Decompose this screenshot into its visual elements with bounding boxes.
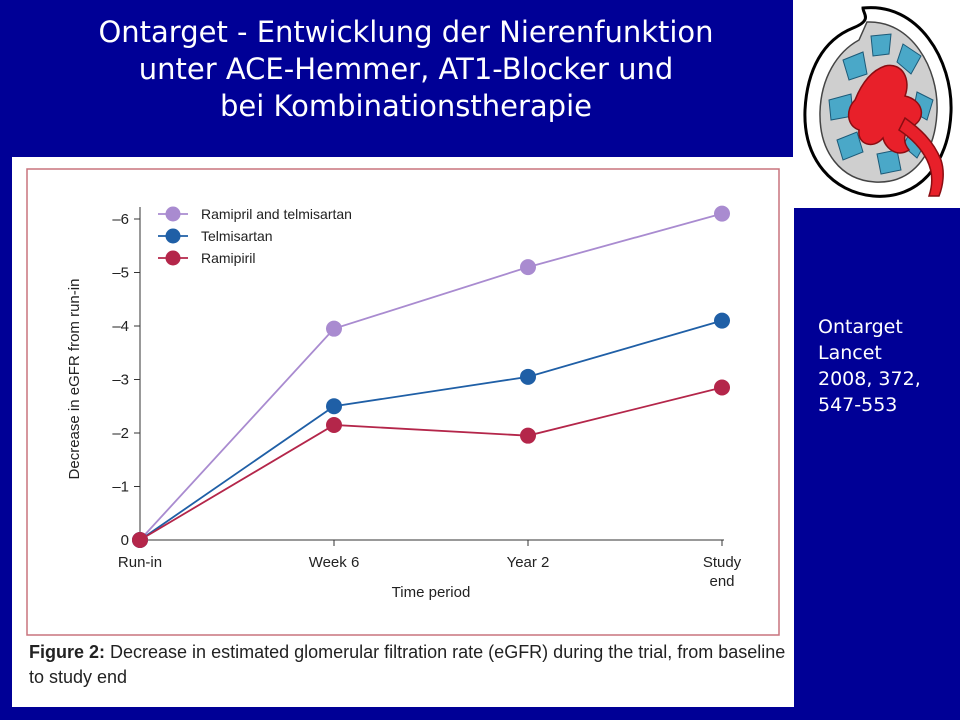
line-chart: 0 –1 –2 –3 –4 –5 –6 Run-in Week 6 Year 2 Study end… — [26, 168, 780, 636]
y-tick-label: –4 — [112, 318, 129, 335]
y-tick-label: –2 — [112, 425, 129, 442]
title-line-1: Ontarget - Entwicklung der Nierenfunktio… — [98, 15, 714, 49]
y-tick-label: –5 — [112, 265, 129, 282]
data-point — [520, 427, 536, 444]
slide-title: Ontarget - Entwicklung der Nierenfunktio… — [0, 14, 812, 125]
series-line — [139, 212, 723, 541]
figure-caption: Figure 2: Decrease in estimated glomerul… — [29, 640, 789, 690]
y-axis-title: Decrease in eGFR from run-in — [66, 279, 83, 480]
chart-frame — [26, 168, 780, 636]
x-tick-label: Run-in — [118, 554, 162, 571]
figure-panel: 0 –1 –2 –3 –4 –5 –6 Run-in Week 6 Year 2 Study end… — [12, 157, 794, 707]
data-point — [520, 368, 536, 385]
series-group — [132, 205, 730, 548]
data-point — [714, 379, 730, 396]
caption-text: Decrease in estimated glomerular filtrat… — [29, 642, 786, 687]
x-axis-title: Time period — [392, 584, 471, 601]
y-tick-label: –3 — [112, 372, 129, 389]
legend-label: Telmisartan — [201, 228, 273, 244]
citation-line-2: Lancet — [818, 342, 882, 364]
series-line — [139, 386, 723, 541]
citation-line-3: 2008, 372, — [818, 368, 921, 390]
x-tick-label: end — [709, 573, 734, 590]
data-point — [520, 259, 536, 276]
y-tick-label: 0 — [121, 532, 129, 549]
citation: Ontarget Lancet 2008, 372, 547-553 — [818, 314, 921, 418]
data-point — [132, 532, 148, 548]
kidney-icon — [803, 6, 953, 198]
citation-line-4: 547-553 — [818, 394, 898, 416]
x-tick-label: Study — [703, 554, 742, 571]
caption-label: Figure 2: — [29, 642, 106, 662]
data-point — [326, 416, 342, 433]
chart-legend: Ramipril and telmisartan Telmisartan Ramip… — [158, 206, 352, 266]
y-tick-label: –1 — [112, 479, 129, 496]
data-point — [326, 320, 342, 337]
y-tick-label: –6 — [112, 211, 129, 228]
y-axis-ticks: 0 –1 –2 –3 –4 –5 –6 — [112, 211, 140, 549]
data-point — [714, 205, 730, 222]
x-tick-label: Year 2 — [507, 554, 550, 571]
title-line-2: unter ACE-Hemmer, AT1-Blocker und — [138, 52, 674, 86]
title-line-3: bei Kombinationstherapie — [220, 89, 592, 123]
x-axis-ticks: Run-in Week 6 Year 2 Study end — [118, 540, 742, 590]
kidney-illustration — [793, 0, 960, 208]
legend-label: Ramipiril — [201, 250, 255, 266]
legend-swatch-marker — [165, 250, 181, 266]
x-tick-label: Week 6 — [309, 554, 360, 571]
data-point — [326, 398, 342, 415]
legend-label: Ramipril and telmisartan — [201, 206, 352, 222]
legend-swatch-marker — [165, 206, 181, 222]
series-line — [139, 319, 723, 541]
legend-swatch-marker — [165, 228, 181, 244]
data-point — [714, 312, 730, 329]
citation-line-1: Ontarget — [818, 316, 903, 338]
